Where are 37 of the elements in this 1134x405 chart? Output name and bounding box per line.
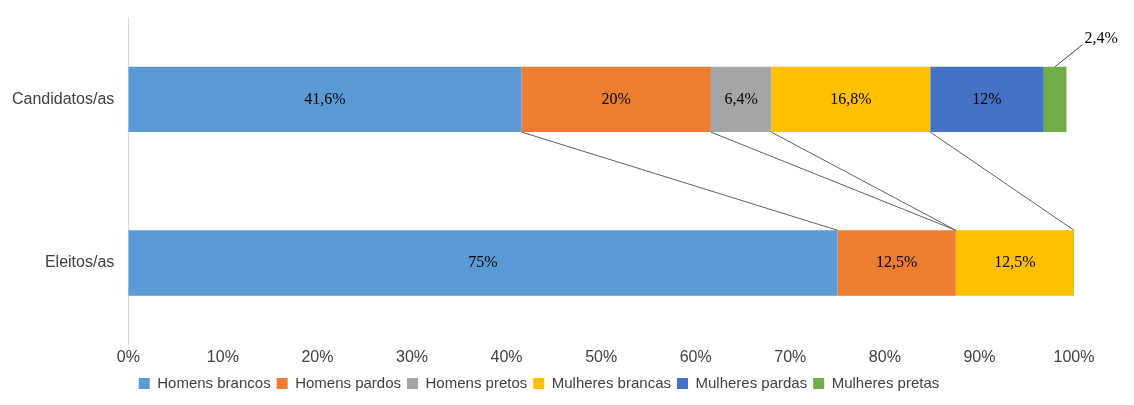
legend-label: Homens pretos [425,373,528,391]
bar [930,66,1044,133]
x-tick-label: 0% [116,347,140,365]
bar [1043,66,1067,133]
x-tick-label: 60% [679,347,712,365]
data-label: 2,4% [1084,28,1118,46]
data-label: 16,8% [830,89,872,107]
data-label: 12,5% [876,253,918,271]
data-label: 6,4% [724,89,758,107]
y-tick-label: Candidatos/as [11,89,115,107]
legend-label: Mulheres brancas [551,373,671,391]
legend-label: Homens pardos [295,373,402,391]
x-tick-label: 90% [963,347,996,365]
x-tick-label: 50% [585,347,618,365]
bar [710,66,772,133]
bar [837,230,956,296]
bar [771,66,931,133]
legend-label: Mulheres pretas [831,373,940,391]
data-label: 12,5% [994,253,1036,271]
x-tick-label: 30% [395,347,429,365]
data-label: 75% [468,253,498,271]
data-label: 41,6% [304,89,346,107]
x-tick-label: 100% [1053,347,1095,365]
data-label: 12% [972,89,1002,107]
bar [521,66,711,133]
x-tick-label: 70% [774,347,807,365]
x-tick-label: 20% [301,347,334,365]
x-tick-label: 80% [868,347,901,365]
bar [128,66,522,133]
legend-label: Mulheres pardas [695,373,808,391]
bar [128,230,838,296]
bar [955,230,1074,296]
data-label: 20% [601,89,631,107]
x-tick-label: 10% [206,347,239,365]
legend-label: Homens brancos [157,373,271,391]
y-tick-label: Eleitos/as [44,253,115,271]
x-tick-label: 40% [490,347,523,365]
